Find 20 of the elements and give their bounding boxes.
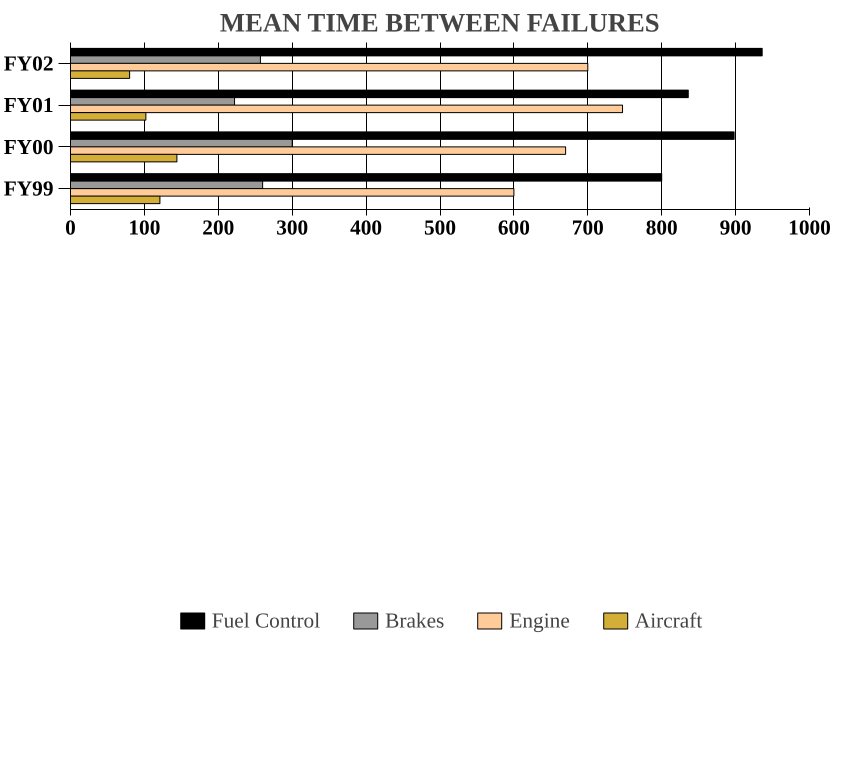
x-tick-label: 300 xyxy=(276,216,308,240)
legend-label: Engine xyxy=(509,608,570,634)
x-tick-label: 500 xyxy=(424,216,456,240)
x-tick-label: 400 xyxy=(350,216,382,240)
x-tick-label: 0 xyxy=(65,216,76,240)
y-tick-label: FY02 xyxy=(4,51,54,76)
legend-label: Fuel Control xyxy=(212,608,320,634)
x-tick-label: 700 xyxy=(572,216,604,240)
x-tick-label: 800 xyxy=(646,216,678,240)
x-tick-label: 100 xyxy=(128,216,160,240)
legend-label: Aircraft xyxy=(634,608,702,634)
x-tick-label: 900 xyxy=(720,216,752,240)
x-tick-label: 600 xyxy=(498,216,530,240)
chart-title: MEAN TIME BETWEEN FAILURES xyxy=(220,8,660,38)
x-tick-label: 1000 xyxy=(788,216,831,240)
x-tick-label: 200 xyxy=(202,216,234,240)
y-tick-label: FY01 xyxy=(4,93,54,118)
y-tick-label: FY99 xyxy=(4,176,54,201)
y-tick-label: FY00 xyxy=(4,134,54,159)
legend-label: Brakes xyxy=(385,608,444,634)
